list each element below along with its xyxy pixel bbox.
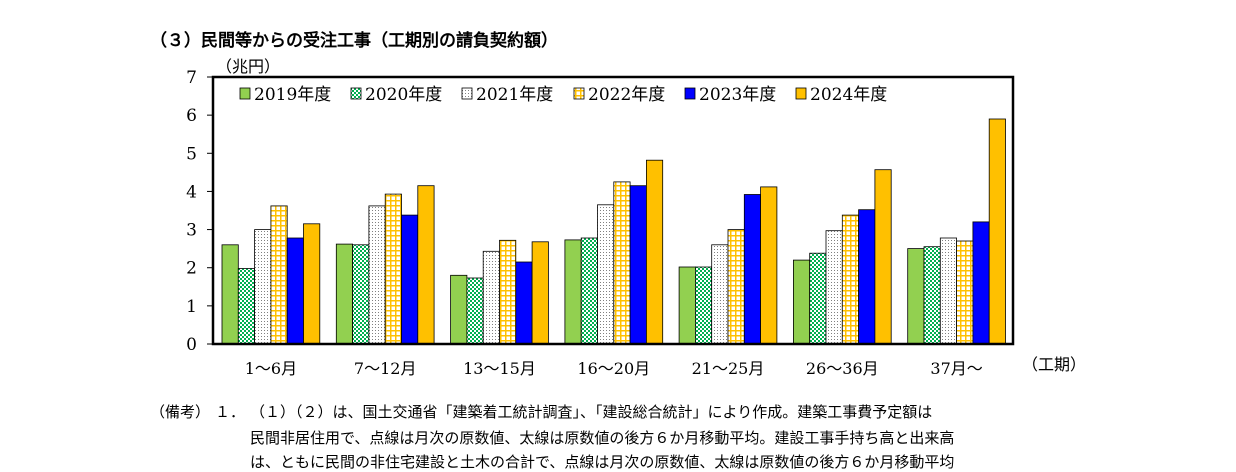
y-tick-label: 5 (186, 144, 197, 164)
x-tick-label: 13～15月 (463, 359, 536, 378)
x-axis-label: （工期） (1022, 355, 1086, 374)
bar-6-2020年度 (809, 252, 827, 345)
legend-swatch (795, 87, 807, 100)
bar-1-2020年度 (237, 268, 256, 345)
legend-label: 2024年度 (810, 85, 887, 105)
page-title: （３）民間等からの受注工事（工期別の請負契約額） (150, 31, 558, 51)
bar-3-2020年度 (466, 277, 484, 345)
x-tick-label: 26～36月 (806, 359, 879, 378)
bar-2-2019年度 (335, 243, 353, 345)
bar-7-2021年度 (939, 237, 957, 345)
bar-2-2023年度 (401, 214, 419, 345)
legend-swatch (239, 87, 251, 100)
bar-3-2024年度 (531, 241, 549, 345)
legend-swatch (350, 87, 362, 100)
bar-7-2024年度 (988, 118, 1006, 345)
bar-7-2023年度 (972, 221, 990, 345)
bar-4-2024年度 (646, 159, 664, 345)
y-axis-label: （兆円） (216, 57, 280, 76)
bar-4-2022年度 (613, 181, 631, 345)
bar-5-2021年度 (711, 244, 729, 345)
bar-3-2019年度 (450, 274, 468, 345)
notes-line-3: は、ともに民間の非住宅建設と土木の合計で、点線は月次の原数値、太線は原数値の後方… (250, 453, 955, 471)
bar-5-2020年度 (695, 266, 713, 345)
bar-3-2022年度 (499, 239, 517, 345)
bar-1-2019年度 (221, 244, 239, 345)
legend-label: 2021年度 (476, 85, 553, 105)
y-tick-label: 6 (186, 106, 197, 126)
bar-1-2022年度 (270, 205, 288, 345)
bar-5-2022年度 (727, 229, 745, 345)
bar-2-2022年度 (384, 193, 402, 345)
bar-1-2024年度 (303, 223, 321, 345)
bar-1-2023年度 (286, 237, 304, 345)
bar-4-2023年度 (629, 185, 647, 345)
bar-chart: 1～6月 7～12月 13～15月 16～20月 21～25月 26～36月 37月～ 0 1 2… (186, 57, 1086, 378)
legend-label: 2020年度 (365, 85, 442, 105)
x-tick-label: 1～6月 (245, 359, 297, 378)
legend-swatch (684, 87, 696, 100)
notes-number: １． (215, 403, 246, 421)
x-tick-label: 16～20月 (577, 359, 650, 378)
bar-2-2020年度 (352, 244, 370, 345)
bar-7-2022年度 (956, 240, 974, 345)
legend-label: 2019年度 (254, 85, 331, 105)
y-tick-label: 0 (186, 335, 197, 355)
legend-swatch (461, 87, 473, 100)
x-tick-label: 37月～ (930, 359, 982, 378)
legend-label: 2022年度 (588, 85, 665, 105)
y-tick-label: 3 (186, 221, 197, 241)
bar-6-2024年度 (874, 169, 892, 345)
bar-4-2020年度 (580, 237, 598, 345)
bar-5-2019年度 (678, 266, 696, 345)
bar-6-2023年度 (858, 209, 876, 345)
plot-frame (211, 75, 1015, 346)
bar-5-2024年度 (760, 186, 778, 345)
notes-line-1: （１）（２）は、国土交通省「建築着工統計調査」、「建設総合統計」により作成。建築… (250, 403, 933, 421)
bar-2-2024年度 (417, 185, 435, 345)
legend-label: 2023年度 (699, 85, 776, 105)
bar-3-2023年度 (515, 261, 533, 345)
bar-7-2020年度 (923, 246, 941, 345)
x-tick-label: 7～12月 (354, 359, 417, 378)
y-tick-label: 7 (186, 68, 197, 88)
bar-4-2021年度 (597, 204, 615, 345)
y-tick-label: 4 (186, 182, 197, 202)
bar-6-2019年度 (793, 259, 811, 345)
bar-3-2021年度 (482, 250, 500, 345)
notes-line-2: 民間非居住用で、点線は月次の原数値、太線は原数値の後方６か月移動平均。建設工事手… (250, 429, 955, 447)
y-tick-label: 2 (186, 259, 197, 279)
bar-4-2019年度 (564, 239, 582, 345)
notes-label: （備考） (150, 403, 211, 421)
bar-6-2021年度 (825, 230, 843, 345)
y-tick-label: 1 (186, 297, 197, 317)
bar-1-2021年度 (254, 229, 272, 345)
x-tick-label: 21～25月 (692, 359, 765, 378)
bar-2-2021年度 (368, 205, 386, 345)
bar-6-2022年度 (841, 214, 859, 345)
bar-7-2019年度 (907, 248, 925, 345)
bar-5-2023年度 (743, 194, 761, 345)
legend-swatch (573, 87, 585, 100)
